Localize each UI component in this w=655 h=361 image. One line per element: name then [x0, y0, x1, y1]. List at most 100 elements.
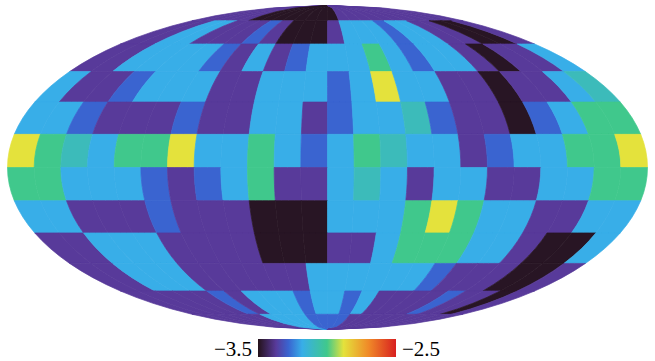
sky-cell [380, 134, 408, 167]
sky-cell [380, 168, 408, 201]
sky-cell [615, 134, 648, 167]
sky-cell [352, 201, 380, 233]
sky-cell [249, 6, 328, 21]
chart: −3.5 −2.5 [0, 0, 655, 361]
sky-cell [215, 314, 328, 329]
sky-cell [221, 168, 249, 201]
sky-cell [517, 263, 585, 291]
sky-cell [562, 168, 594, 201]
sky-cell [114, 168, 145, 201]
sky-cell [564, 72, 620, 102]
sky-cell [352, 102, 380, 134]
sky-cell [271, 314, 327, 329]
sky-cell [510, 134, 541, 167]
sky-cell [168, 168, 197, 201]
sky-cell [303, 233, 327, 263]
sky-cell [406, 134, 434, 167]
sky-cell [536, 168, 567, 201]
sky-cell [249, 102, 279, 134]
sky-cell [517, 44, 585, 72]
sky-cell [237, 6, 327, 21]
sky-cell [301, 102, 327, 134]
sky-cell [452, 291, 535, 314]
sky-cell [260, 6, 328, 21]
sky-cell [249, 314, 328, 329]
sky-cell [510, 168, 541, 201]
sky-cell [275, 102, 303, 134]
sky-cell [316, 314, 327, 329]
sky-cell [310, 291, 327, 314]
sky-cell [564, 233, 620, 263]
sky-cell [192, 6, 327, 21]
sky-cell [226, 6, 328, 21]
sky-cell [305, 6, 328, 21]
sky-cell [282, 6, 327, 21]
sky-cell [294, 6, 328, 21]
sky-cell [328, 134, 355, 167]
sky-cell [279, 72, 306, 102]
sky-cell [596, 201, 641, 233]
sky-cell [168, 134, 197, 167]
sky-cell [203, 6, 327, 21]
sky-cell [615, 168, 648, 201]
sky-cell [271, 6, 327, 21]
sky-cell [316, 6, 327, 21]
sky-cell [194, 168, 223, 201]
sky-cell [114, 134, 145, 167]
sky-cell [294, 314, 328, 329]
sky-cell [452, 21, 535, 44]
sky-cell [248, 134, 276, 167]
sky-cell [328, 6, 463, 21]
sky-cell [328, 102, 354, 134]
sky-cell [301, 168, 328, 201]
sky-cell [303, 72, 327, 102]
sky-cell [301, 201, 327, 233]
sky-cell [260, 314, 328, 329]
sky-cell [458, 168, 487, 201]
sky-cell [328, 314, 463, 329]
sky-cell [279, 233, 306, 263]
sky-cell [354, 134, 381, 167]
sky-cell [432, 134, 461, 167]
color-bar-label: −3.5 [214, 337, 252, 361]
sky-cell [440, 21, 517, 44]
sky-cell [203, 314, 327, 329]
sky-cell [192, 314, 327, 329]
color-bar [258, 339, 396, 357]
sky-cell [328, 201, 354, 233]
sky-cell [562, 134, 594, 167]
sky-cell [306, 44, 327, 72]
sky-cell [328, 6, 452, 21]
sky-cell [484, 168, 514, 201]
sky-cell [484, 134, 514, 167]
sky-cell [328, 168, 355, 201]
sky-cell [440, 291, 517, 314]
sky-cell [248, 168, 276, 201]
sky-cell [305, 314, 328, 329]
sky-cell [275, 201, 303, 233]
sky-cells [8, 6, 648, 330]
sky-cell [354, 168, 381, 201]
sky-cell [215, 6, 328, 21]
sky-cell [301, 134, 328, 167]
sky-cell [274, 168, 301, 201]
sky-cell [432, 168, 461, 201]
sky-cell [596, 102, 641, 134]
sky-cell [249, 201, 279, 233]
sky-cell [406, 168, 434, 201]
sky-cell [458, 134, 487, 167]
sky-cell [310, 21, 327, 44]
color-bar-label: −2.5 [402, 337, 440, 361]
sky-cell [328, 233, 352, 263]
sky-cell [141, 168, 171, 201]
sky-cell [328, 72, 352, 102]
sky-cell [226, 314, 328, 329]
sky-cell [536, 134, 567, 167]
sky-cell [274, 134, 301, 167]
sky-cell [237, 314, 327, 329]
sky-cell [306, 263, 327, 291]
sky-cell [282, 314, 327, 329]
sky-cell [141, 134, 171, 167]
sky-cell [328, 314, 452, 329]
sky-cell [221, 134, 249, 167]
